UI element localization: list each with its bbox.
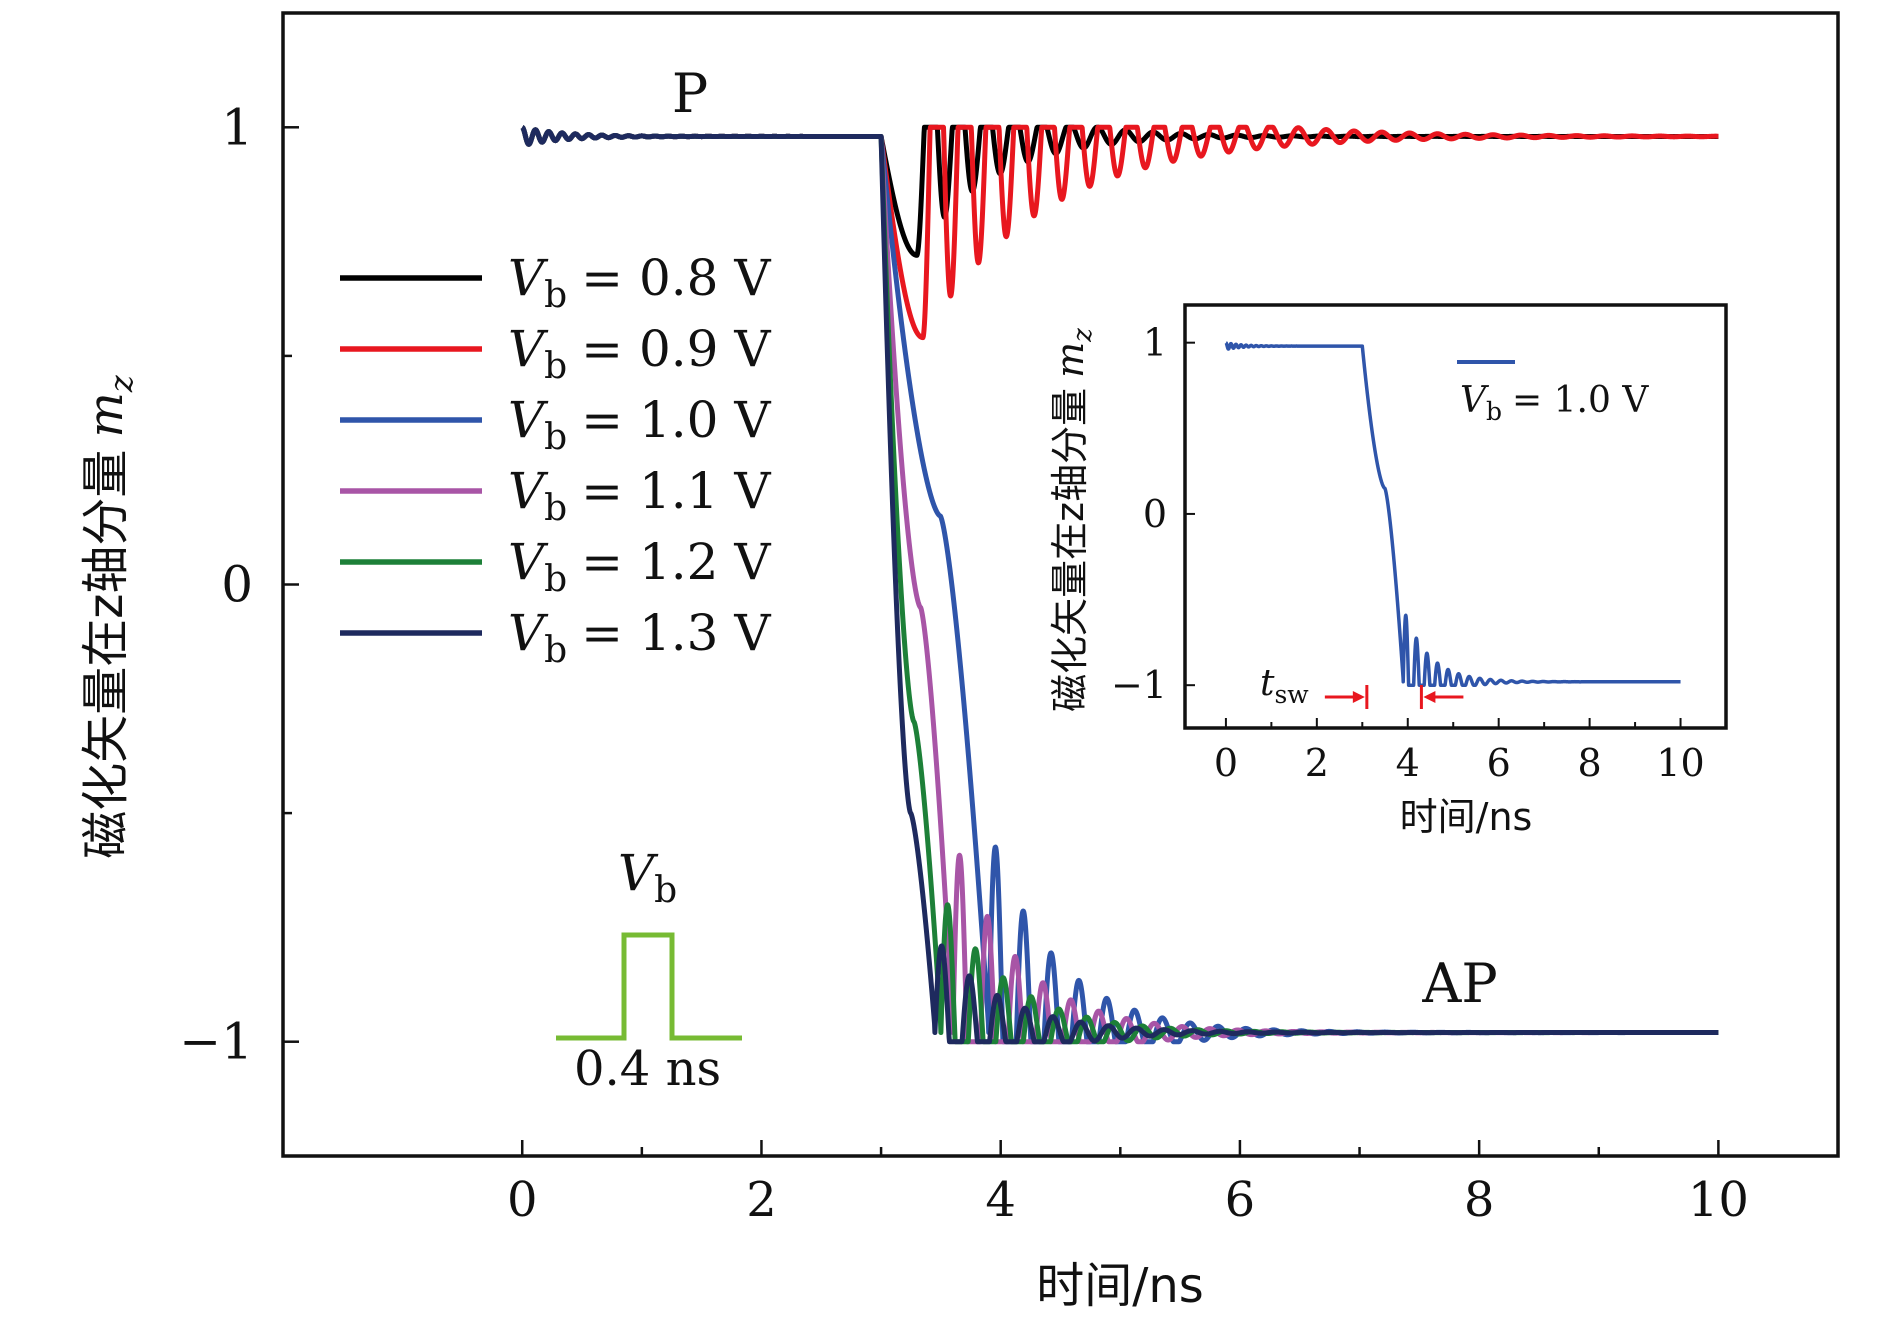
tsw-end-arrow-head [1423,691,1436,703]
inset-x-tick-label: 4 [1396,741,1420,785]
tsw-start-arrow-head [1352,691,1365,703]
inset-y-axis-title-var: m [1048,342,1092,378]
pulse-label: Vb [618,844,677,911]
legend: Vb = 0.8 VVb = 0.9 VVb = 1.0 VVb = 1.1 VVb = … [340,249,771,671]
y-axis-title-sub: z [102,374,140,393]
y-tick-label: 0 [221,556,253,614]
y-axis-title: 磁化矢量在z轴分量 mz [78,374,140,859]
inset-tsw-label: tsw [1260,663,1309,709]
svg-text:磁化矢量在z轴分量mz: 磁化矢量在z轴分量 mz [1048,328,1098,712]
x-tick-label: 6 [1225,1172,1256,1228]
inset-y-axis-title: 磁化矢量在z轴分量 mz [1048,328,1098,712]
pulse-line [556,932,742,1041]
x-tick-label: 4 [985,1172,1016,1228]
legend-label: Vb = 0.9 V [508,320,771,387]
y-axis-title-main: 磁化矢量在z轴分量 [78,450,134,859]
inset-background [1185,305,1726,728]
series-line-13 [520,125,1721,1045]
y-tick-label: 1 [221,98,253,156]
main-ticks: 0 2 4 6 8 10−101 [179,98,1749,1228]
inset-y-axis-title-main: 磁化矢量在z轴分量 [1048,388,1092,712]
svg-text:磁化矢量在z轴分量mz: 磁化矢量在z轴分量 mz [78,374,140,859]
inset-y-tick-label: 0 [1143,492,1167,536]
x-axis-title: 时间/ns [1036,1258,1204,1314]
inset-x-tick-label: 10 [1656,741,1704,785]
inset-switching-time-marker: tsw [1260,663,1464,709]
legend-label: Vb = 1.1 V [508,462,771,529]
inset-legend-label: Vb = 1.0 V [1460,380,1649,426]
legend-label: Vb = 1.2 V [508,533,771,600]
inset-series-group [1224,341,1683,687]
inset-ticks: 0 2 4 6 8 10 −1 0 1 [1111,321,1705,785]
inset-x-tick-label: 2 [1305,741,1329,785]
inset-legend: Vb = 1.0 V [1457,360,1649,426]
inset-x-tick-label: 0 [1214,741,1238,785]
x-tick-label: 0 [507,1172,538,1228]
x-tick-label: 8 [1464,1172,1495,1228]
inset-y-tick-label: 1 [1143,321,1167,365]
x-tick-label: 10 [1688,1172,1749,1228]
inset-y-axis-title-sub: z [1068,328,1098,343]
legend-label: Vb = 1.0 V [508,391,771,458]
inset-y-tick-label: −1 [1111,663,1167,707]
annotation-p: P [672,62,708,125]
inset-plot-frame [1183,303,1728,730]
legend-label: Vb = 1.3 V [508,604,771,671]
annotation-ap: AP [1421,952,1497,1015]
inset-series-line [1224,341,1683,687]
pulse-width-label: 0.4 ns [574,1041,721,1097]
y-tick-label: −1 [179,1013,253,1071]
inset-x-axis-title: 时间/ns [1400,795,1533,839]
legend-label: Vb = 0.8 V [508,249,771,316]
pulse-schematic: Vb 0.4 ns [556,844,742,1097]
inset-x-tick-label: 6 [1487,741,1511,785]
main-series-group [520,124,1721,1045]
y-axis-title-var: m [78,392,134,438]
inset-x-tick-label: 8 [1578,741,1602,785]
x-tick-label: 2 [746,1172,777,1228]
